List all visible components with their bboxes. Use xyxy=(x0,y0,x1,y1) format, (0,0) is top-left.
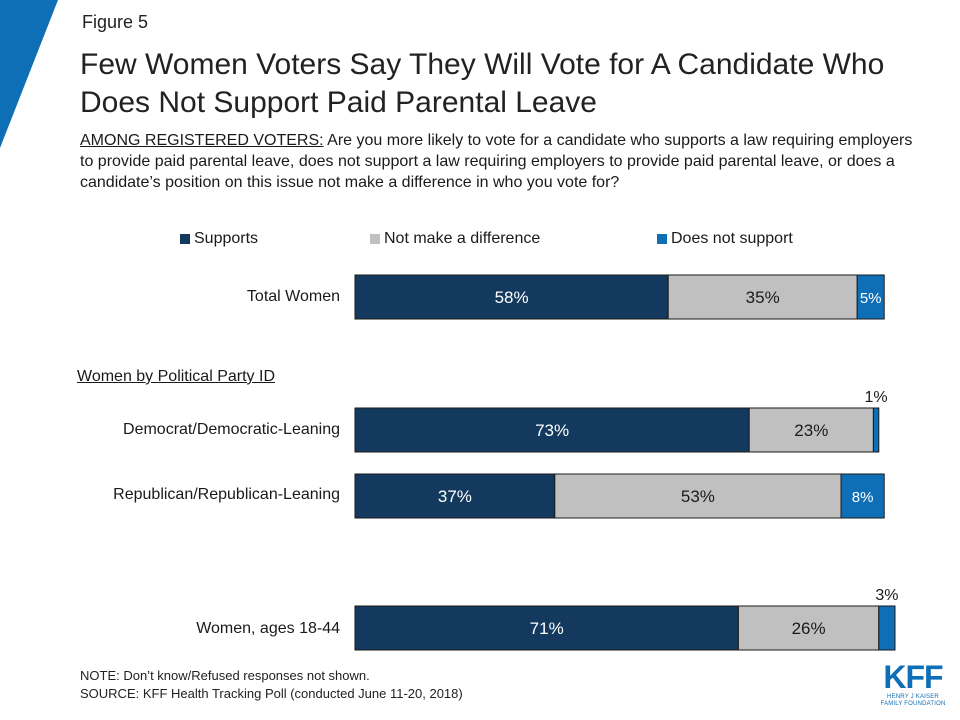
figure-label: Figure 5 xyxy=(82,12,149,32)
data-label-supports-0: 58% xyxy=(495,288,529,307)
legend-swatch-supports xyxy=(180,234,190,244)
data-label-does-not-support-1: 1% xyxy=(865,389,888,406)
bar-no-difference-2 xyxy=(554,473,842,519)
note-text: NOTE: Don’t know/Refused responses not s… xyxy=(80,668,370,683)
logo-line-1: HENRY J KAISER xyxy=(887,694,939,700)
bar-supports-2 xyxy=(354,473,556,519)
bar-does-not-support-1 xyxy=(872,407,880,453)
subtitle-prefix: AMONG REGISTERED VOTERS: xyxy=(80,132,324,149)
corner-accent xyxy=(0,0,58,148)
logo-line-2: FAMILY FOUNDATION xyxy=(880,701,946,707)
data-label-supports-1: 73% xyxy=(535,421,569,440)
legend-item-no-difference: Not make a difference xyxy=(370,230,540,248)
category-label-women-18-44: Women, ages 18-44 xyxy=(196,620,340,637)
source-text: SOURCE: KFF Health Tracking Poll (conduc… xyxy=(80,686,463,701)
data-label-does-not-support-0: 5% xyxy=(860,290,882,307)
data-label-no-difference-3: 26% xyxy=(792,619,826,638)
data-label-no-difference-1: 23% xyxy=(794,421,828,440)
chart-title: Few Women Voters Say They Will Vote for … xyxy=(80,48,885,119)
legend-label-supports: Supports xyxy=(194,230,259,247)
legend-swatch-does-not-support xyxy=(657,234,667,244)
legend-item-does-not-support: Does not support xyxy=(657,230,793,248)
data-label-supports-2: 37% xyxy=(438,487,472,506)
bar-does-not-support-0 xyxy=(856,274,885,320)
group-heading: Women by Political Party ID xyxy=(77,368,275,385)
category-label-democrat: Democrat/Democratic-Leaning xyxy=(123,421,340,438)
legend-swatch-no-difference xyxy=(370,234,380,244)
subtitle-text: Are you more likely to vote for a candid… xyxy=(80,132,913,191)
chart-subtitle: AMONG REGISTERED VOTERS: Are you more li… xyxy=(80,130,930,193)
kff-logo: KFF HENRY J KAISER FAMILY FOUNDATION xyxy=(878,660,948,708)
data-label-no-difference-2: 53% xyxy=(681,487,715,506)
legend-item-supports: Supports xyxy=(180,230,258,248)
logo-main: KFF xyxy=(883,659,943,695)
bar-supports-1 xyxy=(354,407,750,453)
bar-does-not-support-2 xyxy=(840,473,885,519)
category-label-total-women: Total Women xyxy=(246,288,340,305)
legend-label-does-not-support: Does not support xyxy=(671,230,793,247)
category-label-republican: Republican/Republican-Leaning xyxy=(113,486,340,503)
data-label-does-not-support-3: 3% xyxy=(875,587,898,604)
bar-no-difference-1 xyxy=(748,407,874,453)
data-label-no-difference-0: 35% xyxy=(746,288,780,307)
legend-label-no-difference: Not make a difference xyxy=(384,230,541,247)
data-label-does-not-support-2: 8% xyxy=(852,489,874,506)
legend: Supports Not make a difference Does not … xyxy=(0,230,960,250)
data-label-supports-3: 71% xyxy=(530,619,564,638)
bar-does-not-support-3 xyxy=(878,605,896,651)
footnote: NOTE: Don’t know/Refused responses not s… xyxy=(80,667,463,703)
